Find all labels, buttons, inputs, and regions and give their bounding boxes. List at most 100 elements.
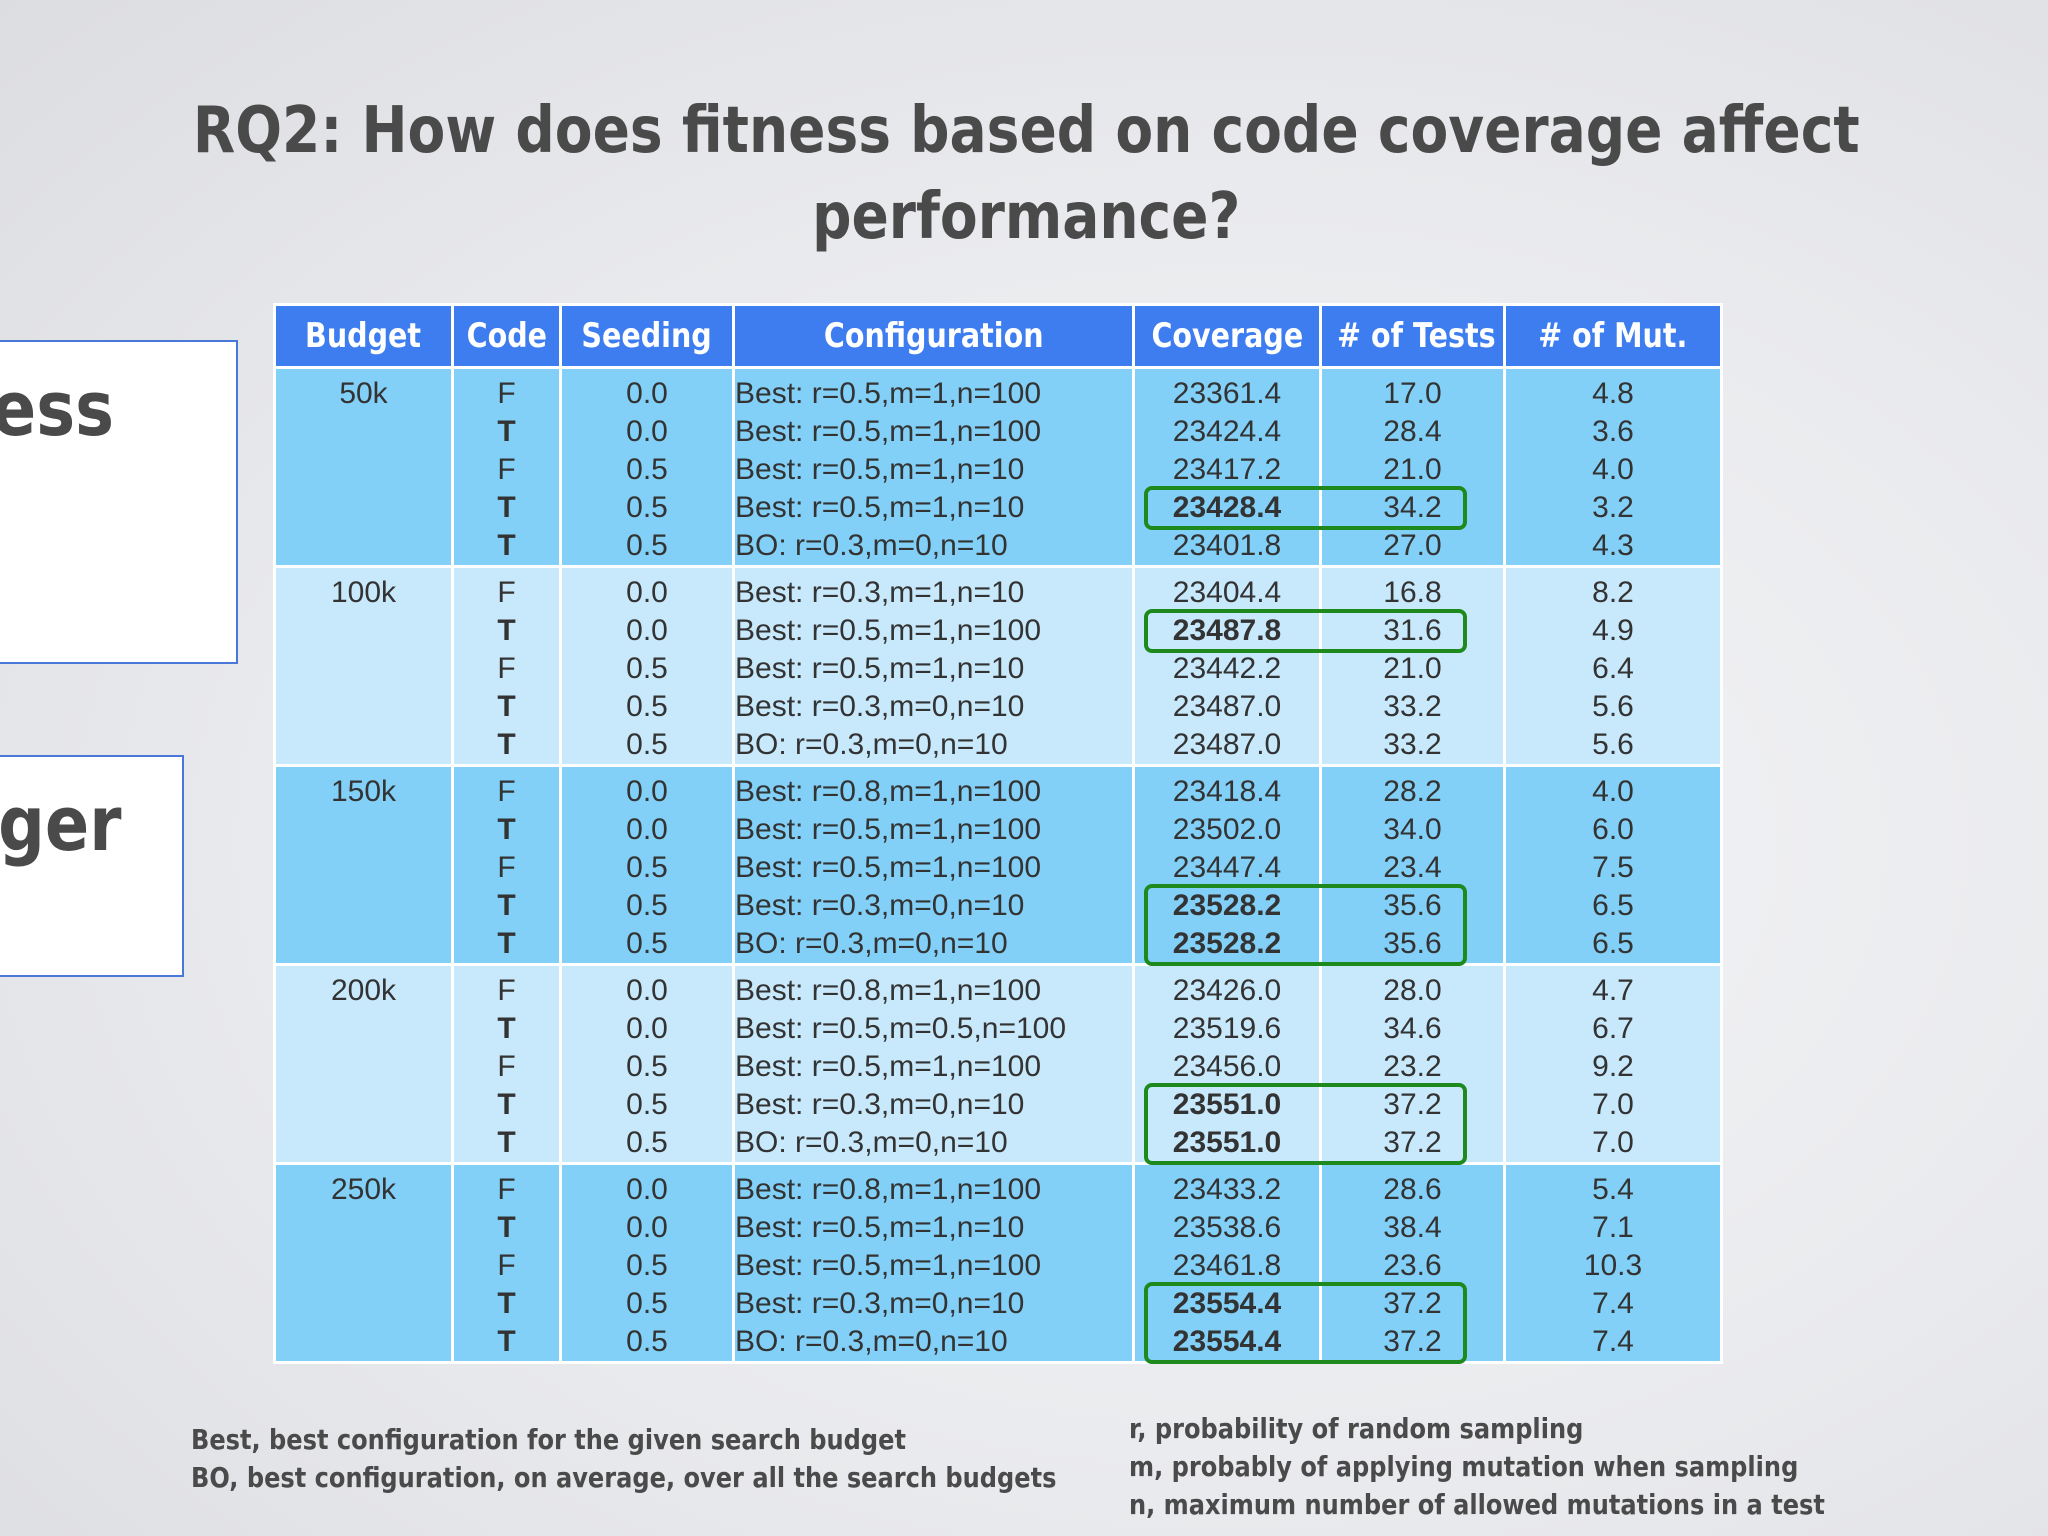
num-mutations-cell: 5.4 7.1 10.3 7.4 7.4 bbox=[1503, 1162, 1723, 1364]
num-tests-value: 28.2 bbox=[1383, 775, 1442, 808]
seeding-value: 0.5 bbox=[626, 728, 668, 761]
num-tests-value: 33.2 bbox=[1383, 690, 1442, 723]
configuration-value: Best: r=0.3,m=0,n=10 bbox=[735, 1287, 1025, 1320]
legend-best: Best, best configuration for the given s… bbox=[191, 1423, 906, 1456]
coverage-cell: 23418.4 23502.0 23447.4 23528.2 23528.2 bbox=[1132, 764, 1322, 966]
num-mutations-value: 4.7 bbox=[1592, 974, 1634, 1007]
table-row-group-100k: 100k F T F T T 0.0 0.0 0.5 0.5 0.5 Best: r=0.3,m=1,… bbox=[273, 565, 1723, 767]
legend-n: n, maximum number of allowed mutations i… bbox=[1129, 1488, 1825, 1521]
legend-left: Best, best configuration for the given s… bbox=[191, 1421, 1056, 1497]
code-value: T bbox=[497, 529, 516, 562]
num-tests-cell: 17.0 28.4 21.0 34.2 27.0 bbox=[1319, 366, 1506, 568]
num-mutations-value: 5.6 bbox=[1592, 690, 1634, 723]
header-configuration: Configuration bbox=[732, 303, 1135, 369]
num-mutations-value: 4.0 bbox=[1592, 453, 1634, 486]
partial-text-1: ess bbox=[0, 364, 115, 453]
configuration-value: BO: r=0.3,m=0,n=10 bbox=[735, 529, 1008, 562]
num-tests-value: 23.2 bbox=[1383, 1050, 1442, 1083]
num-mutations-value: 5.4 bbox=[1592, 1173, 1634, 1206]
seeding-value: 0.5 bbox=[626, 1088, 668, 1121]
num-mutations-value: 4.9 bbox=[1592, 614, 1634, 647]
code-value: T bbox=[497, 1211, 516, 1244]
configuration-value: Best: r=0.5,m=1,n=100 bbox=[735, 1050, 1042, 1083]
seeding-value: 0.0 bbox=[626, 813, 668, 846]
seeding-value: 0.0 bbox=[626, 377, 668, 410]
configuration-value: Best: r=0.5,m=1,n=10 bbox=[735, 652, 1025, 685]
code-value: F bbox=[497, 974, 516, 1007]
configuration-cell: Best: r=0.8,m=1,n=100 Best: r=0.5,m=1,n=1… bbox=[732, 764, 1135, 966]
header-num-tests: # of Tests bbox=[1319, 303, 1506, 369]
configuration-value: Best: r=0.3,m=0,n=10 bbox=[735, 889, 1025, 922]
seeding-value: 0.0 bbox=[626, 1012, 668, 1045]
coverage-value: 23551.0 bbox=[1172, 1088, 1282, 1121]
code-value: T bbox=[497, 1126, 516, 1159]
num-mutations-value: 9.2 bbox=[1592, 1050, 1634, 1083]
num-mutations-cell: 4.8 3.6 4.0 3.2 4.3 bbox=[1503, 366, 1723, 568]
coverage-value: 23538.6 bbox=[1172, 1211, 1282, 1244]
num-mutations-cell: 4.7 6.7 9.2 7.0 7.0 bbox=[1503, 963, 1723, 1165]
configuration-value: Best: r=0.3,m=0,n=10 bbox=[735, 690, 1025, 723]
coverage-value: 23456.0 bbox=[1172, 1050, 1282, 1083]
code-value: T bbox=[497, 889, 516, 922]
num-tests-value: 16.8 bbox=[1383, 576, 1442, 609]
code-value: F bbox=[497, 377, 516, 410]
coverage-value: 23442.2 bbox=[1172, 652, 1282, 685]
coverage-cell: 23361.4 23424.4 23417.2 23428.4 23401.8 bbox=[1132, 366, 1322, 568]
num-tests-value: 37.2 bbox=[1383, 1088, 1442, 1121]
num-tests-value: 37.2 bbox=[1383, 1287, 1442, 1320]
seeding-value: 0.0 bbox=[626, 614, 668, 647]
seeding-value: 0.0 bbox=[626, 775, 668, 808]
num-mutations-value: 4.8 bbox=[1592, 377, 1634, 410]
seeding-value: 0.5 bbox=[626, 927, 668, 960]
budget-cell: 100k bbox=[273, 565, 454, 767]
num-mutations-value: 3.6 bbox=[1592, 415, 1634, 448]
best-result-highlight bbox=[1143, 609, 1467, 653]
code-value: T bbox=[497, 1012, 516, 1045]
num-mutations-value: 10.3 bbox=[1583, 1249, 1643, 1282]
coverage-value: 23487.0 bbox=[1172, 690, 1282, 723]
seeding-value: 0.5 bbox=[626, 1050, 668, 1083]
num-mutations-value: 4.0 bbox=[1592, 775, 1634, 808]
num-tests-cell: 16.8 31.6 21.0 33.2 33.2 bbox=[1319, 565, 1506, 767]
coverage-value: 23424.4 bbox=[1172, 415, 1282, 448]
num-tests-cell: 28.6 38.4 23.6 37.2 37.2 bbox=[1319, 1162, 1506, 1364]
budget-value: 50k bbox=[339, 377, 388, 410]
coverage-value: 23461.8 bbox=[1172, 1249, 1282, 1282]
num-tests-value: 34.2 bbox=[1383, 491, 1442, 524]
coverage-cell: 23426.0 23519.6 23456.0 23551.0 23551.0 bbox=[1132, 963, 1322, 1165]
coverage-value: 23554.4 bbox=[1172, 1325, 1282, 1358]
num-mutations-cell: 4.0 6.0 7.5 6.5 6.5 bbox=[1503, 764, 1723, 966]
partial-text-box-2: ger bbox=[0, 755, 184, 977]
table-row-group-150k: 150k F T F T T 0.0 0.0 0.5 0.5 0.5 Best: r=0.8,m=1,… bbox=[273, 764, 1723, 966]
coverage-value: 23447.4 bbox=[1172, 851, 1282, 884]
table-header-row: Budget Code Seeding Configuration Covera… bbox=[273, 303, 1723, 369]
coverage-value: 23487.8 bbox=[1172, 614, 1282, 647]
budget-cell: 200k bbox=[273, 963, 454, 1165]
seeding-value: 0.5 bbox=[626, 889, 668, 922]
seeding-cell: 0.0 0.0 0.5 0.5 0.5 bbox=[559, 764, 735, 966]
coverage-value: 23519.6 bbox=[1172, 1012, 1282, 1045]
num-tests-value: 33.2 bbox=[1383, 728, 1442, 761]
best-result-highlight bbox=[1143, 1083, 1467, 1165]
num-mutations-value: 6.0 bbox=[1592, 813, 1634, 846]
num-tests-value: 28.4 bbox=[1383, 415, 1442, 448]
code-value: T bbox=[497, 927, 516, 960]
configuration-cell: Best: r=0.5,m=1,n=100 Best: r=0.5,m=1,n=1… bbox=[732, 366, 1135, 568]
coverage-value: 23401.8 bbox=[1172, 529, 1282, 562]
num-mutations-value: 7.4 bbox=[1592, 1287, 1634, 1320]
code-value: T bbox=[497, 1287, 516, 1320]
code-value: F bbox=[497, 1173, 516, 1206]
seeding-value: 0.5 bbox=[626, 1249, 668, 1282]
slide-title-line-1: RQ2: How does fitness based on code cove… bbox=[192, 94, 1860, 168]
code-value: F bbox=[497, 576, 516, 609]
num-mutations-value: 7.1 bbox=[1592, 1211, 1634, 1244]
seeding-cell: 0.0 0.0 0.5 0.5 0.5 bbox=[559, 963, 735, 1165]
configuration-value: BO: r=0.3,m=0,n=10 bbox=[735, 1126, 1008, 1159]
num-tests-value: 37.2 bbox=[1383, 1325, 1442, 1358]
code-value: F bbox=[497, 851, 516, 884]
configuration-value: Best: r=0.5,m=1,n=100 bbox=[735, 415, 1042, 448]
num-tests-value: 21.0 bbox=[1383, 453, 1442, 486]
configuration-value: Best: r=0.5,m=1,n=10 bbox=[735, 453, 1025, 486]
header-code: Code bbox=[451, 303, 562, 369]
